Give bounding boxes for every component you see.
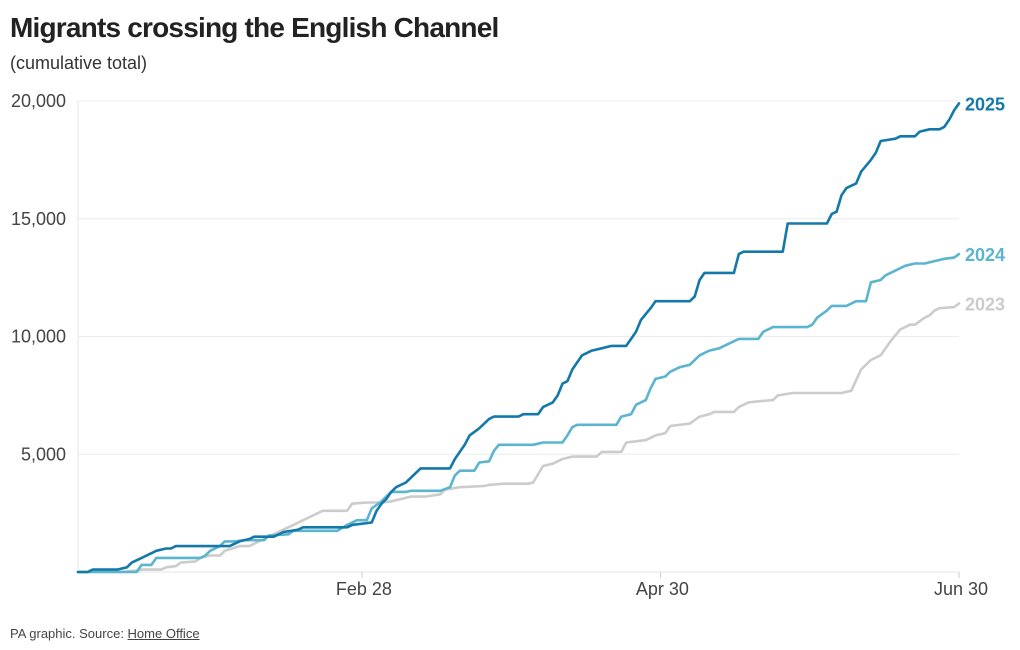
chart-title: Migrants crossing the English Channel — [10, 12, 499, 43]
y-tick-label: 5,000 — [21, 444, 66, 464]
chart-subtitle: (cumulative total) — [10, 53, 148, 73]
series-label-2023: 2023 — [965, 295, 1005, 315]
x-tick-label: Apr 30 — [636, 579, 689, 599]
series-line-2024 — [76, 252, 961, 574]
y-tick-label: 20,000 — [11, 91, 66, 111]
series-line-2023 — [76, 302, 961, 574]
series-label-2024: 2024 — [965, 245, 1005, 265]
footer: PA graphic. Source: Home Office — [10, 626, 200, 641]
series-label-2025: 2025 — [965, 94, 1005, 114]
series-line-2025 — [76, 102, 961, 574]
y-axis: 5,000 10,000 15,000 20,000 — [11, 91, 66, 464]
gridlines — [77, 100, 959, 573]
footer-credit: PA graphic. Source: — [10, 626, 128, 641]
y-tick-label: 15,000 — [11, 209, 66, 229]
source-link[interactable]: Home Office — [127, 626, 200, 641]
series-lines — [76, 102, 961, 574]
series-labels: 2023 2024 2025 — [965, 94, 1005, 314]
x-tick-label: Jun 30 — [934, 579, 988, 599]
x-axis: Feb 28 Apr 30 Jun 30 — [336, 572, 988, 599]
y-tick-label: 10,000 — [11, 327, 66, 347]
x-tick-label: Feb 28 — [336, 579, 392, 599]
